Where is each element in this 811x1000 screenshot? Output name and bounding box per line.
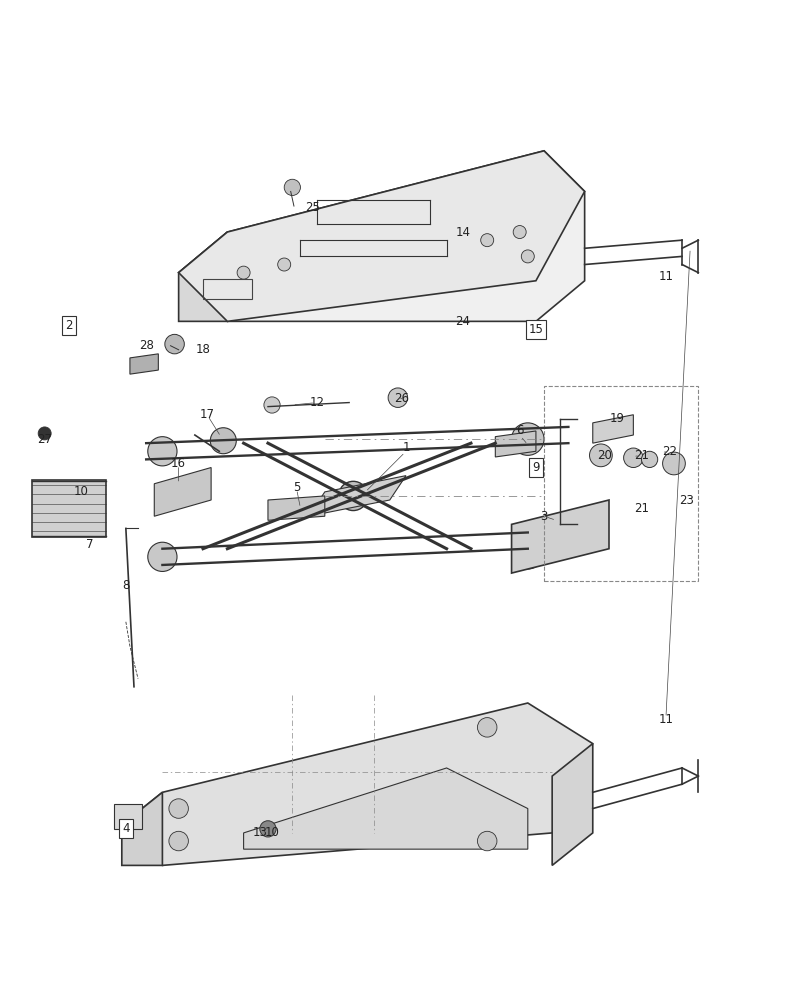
Text: 1: 1: [401, 441, 410, 454]
Text: 22: 22: [662, 445, 676, 458]
Text: 2: 2: [65, 319, 73, 332]
Circle shape: [237, 266, 250, 279]
Circle shape: [511, 423, 543, 455]
Circle shape: [477, 831, 496, 851]
Text: 11: 11: [658, 713, 672, 726]
Polygon shape: [268, 496, 324, 520]
Text: 23: 23: [678, 493, 693, 506]
Circle shape: [148, 542, 177, 571]
Circle shape: [338, 481, 367, 511]
Circle shape: [521, 250, 534, 263]
Polygon shape: [130, 354, 158, 374]
Text: 12: 12: [309, 396, 324, 409]
Text: 6: 6: [515, 424, 523, 437]
Circle shape: [623, 448, 642, 468]
Circle shape: [284, 179, 300, 196]
Polygon shape: [511, 500, 608, 573]
Text: 10: 10: [74, 485, 88, 498]
Text: 21: 21: [633, 449, 648, 462]
Text: 11: 11: [658, 270, 672, 283]
Circle shape: [662, 452, 684, 475]
Text: 25: 25: [305, 201, 320, 214]
Polygon shape: [178, 151, 584, 321]
Circle shape: [513, 226, 526, 239]
Polygon shape: [32, 480, 105, 537]
Polygon shape: [122, 792, 162, 865]
Text: 7: 7: [85, 538, 93, 551]
Polygon shape: [495, 431, 535, 457]
Circle shape: [641, 451, 657, 468]
Text: 9: 9: [531, 461, 539, 474]
Text: 14: 14: [455, 226, 470, 239]
Text: 13: 13: [252, 826, 267, 839]
Text: 4: 4: [122, 822, 130, 835]
Text: 15: 15: [528, 323, 543, 336]
Text: 24: 24: [455, 315, 470, 328]
Text: 21: 21: [633, 502, 648, 515]
Circle shape: [38, 427, 51, 440]
Circle shape: [165, 334, 184, 354]
Polygon shape: [243, 768, 527, 849]
Polygon shape: [122, 703, 592, 865]
Polygon shape: [308, 476, 406, 516]
Polygon shape: [178, 151, 584, 321]
Text: 17: 17: [200, 408, 214, 421]
Circle shape: [148, 437, 177, 466]
Circle shape: [589, 444, 611, 467]
Bar: [114, 804, 142, 829]
Text: 28: 28: [139, 339, 153, 352]
Text: 18: 18: [195, 343, 210, 356]
Circle shape: [388, 388, 407, 407]
Polygon shape: [178, 232, 227, 321]
Circle shape: [169, 831, 188, 851]
Circle shape: [260, 821, 276, 837]
Text: 16: 16: [171, 457, 186, 470]
Circle shape: [277, 258, 290, 271]
Text: 3: 3: [539, 510, 547, 523]
Polygon shape: [154, 468, 211, 516]
Circle shape: [511, 537, 543, 569]
Text: 27: 27: [37, 433, 52, 446]
Circle shape: [264, 397, 280, 413]
Polygon shape: [592, 415, 633, 443]
Circle shape: [169, 799, 188, 818]
Circle shape: [480, 234, 493, 247]
Circle shape: [477, 718, 496, 737]
Text: 8: 8: [122, 579, 130, 592]
Circle shape: [210, 428, 236, 454]
Text: 19: 19: [609, 412, 624, 425]
Text: 5: 5: [292, 481, 300, 494]
Text: 10: 10: [264, 826, 279, 839]
Text: 20: 20: [597, 449, 611, 462]
Bar: [543, 386, 697, 581]
Text: 26: 26: [394, 392, 409, 405]
Polygon shape: [551, 744, 592, 865]
